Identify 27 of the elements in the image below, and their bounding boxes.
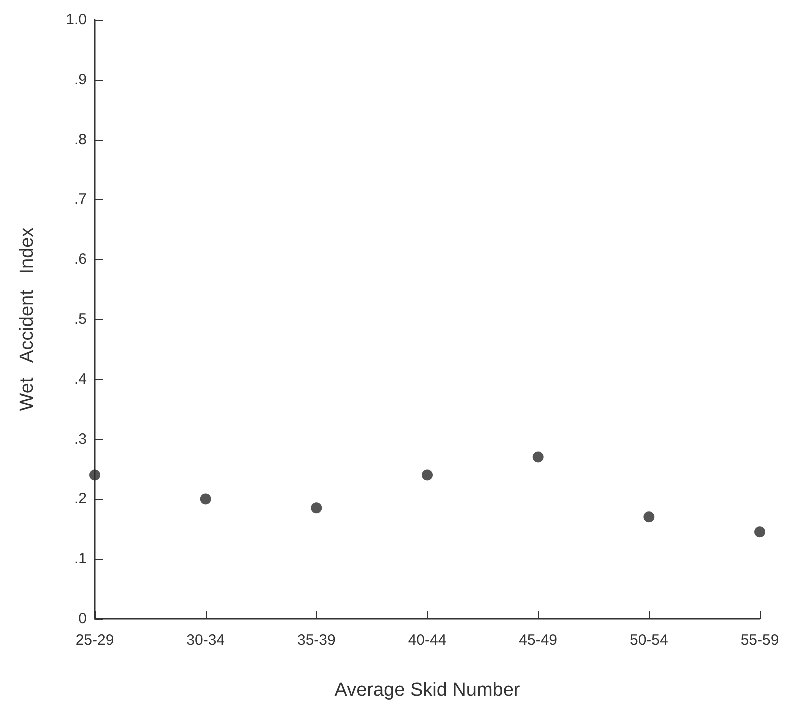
x-axis-title: Average Skid Number bbox=[334, 680, 521, 701]
x-tick-label: 30-34 bbox=[186, 632, 226, 649]
y-tick-label: 1.0 bbox=[66, 12, 87, 28]
y-tick-label: .8 bbox=[74, 131, 87, 148]
y-tick-label: .5 bbox=[74, 311, 87, 328]
y-tick-label: .3 bbox=[74, 430, 87, 448]
point bbox=[422, 470, 433, 481]
point bbox=[90, 470, 100, 481]
x-tick-label: 55-59 bbox=[740, 632, 780, 649]
point bbox=[311, 502, 322, 514]
x-tick-label: 40-44 bbox=[408, 632, 447, 649]
y-tick-label: .7 bbox=[74, 191, 87, 208]
point bbox=[200, 494, 212, 505]
x-tick-label: 25-29 bbox=[76, 632, 114, 649]
y-axis-title: Wet Accident Index bbox=[17, 227, 38, 412]
point bbox=[754, 526, 766, 538]
x-tick-label: 50-54 bbox=[630, 632, 668, 649]
y-tick-label: 0 bbox=[78, 610, 87, 628]
y-tick-label: .9 bbox=[74, 71, 87, 88]
y-tick-label: .1 bbox=[74, 550, 87, 568]
x-tick-label: 45-49 bbox=[519, 632, 558, 649]
y-tick-label: .4 bbox=[74, 370, 87, 388]
y-tick-label: .2 bbox=[74, 490, 87, 508]
point bbox=[532, 452, 544, 463]
y-tick-label: .6 bbox=[74, 251, 87, 268]
x-tick-label: 35-39 bbox=[297, 632, 336, 649]
point bbox=[644, 512, 655, 523]
